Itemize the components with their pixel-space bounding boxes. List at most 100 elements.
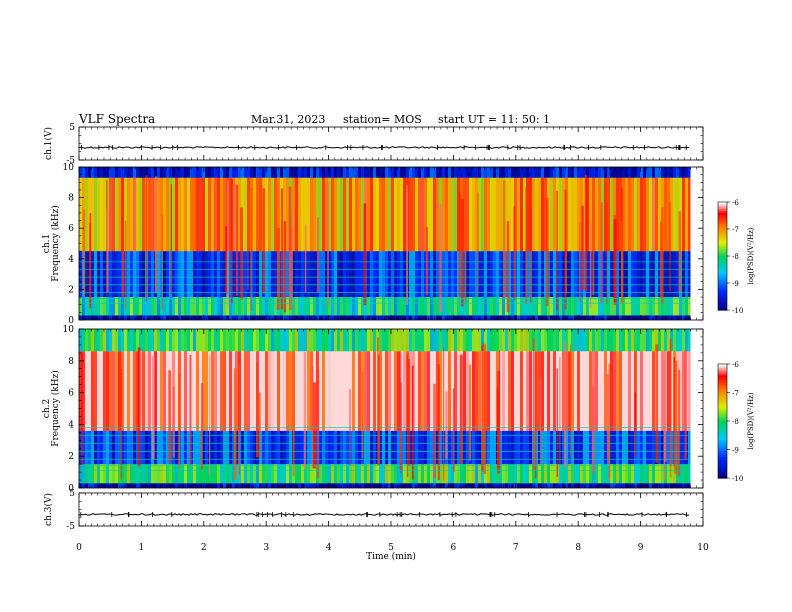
- ch1-spectrogram-cell: [193, 297, 196, 316]
- ch2-spectrogram-colorbar-cell: [718, 405, 727, 409]
- ch2-spectrogram-cell: [406, 483, 409, 488]
- ch2-spectrogram-cell: [514, 351, 517, 431]
- ch1-spectrogram-cell: [649, 251, 652, 298]
- ch2-spectrogram-cell: [370, 483, 373, 488]
- ch1-spectrogram-cell: [532, 297, 535, 316]
- ch1-spectrogram-cell: [394, 315, 397, 320]
- ch2-spectrogram-cell: [166, 483, 169, 488]
- ch2-spectrogram-cell: [469, 329, 472, 352]
- ch2-spectrogram-cell: [475, 329, 478, 352]
- ch2-spectrogram-cell: [631, 329, 634, 352]
- ch2-spectrogram-sferic: [377, 354, 380, 465]
- date-label: Mar.31, 2023: [251, 113, 326, 126]
- ch2-spectrogram-cell: [364, 329, 367, 352]
- ch1-spectrogram-cell: [82, 167, 85, 178]
- ch2-spectrogram-cell: [394, 351, 397, 431]
- ch1-spectrogram-sferic: [283, 221, 286, 313]
- ch2-spectrogram-cell: [658, 329, 661, 352]
- ch2-spectrogram-cell: [148, 464, 151, 484]
- ch2-spectrogram-cell: [586, 329, 589, 352]
- ch2-spectrogram-sferic: [564, 341, 567, 468]
- ch1-spectrogram-cell: [268, 167, 271, 178]
- ch1-spectrogram-blank: [690, 167, 703, 320]
- ch1-spectrogram-cell: [214, 315, 217, 320]
- ch2-spectrogram-cell: [334, 351, 337, 431]
- ch2-spectrogram-cell: [568, 464, 571, 484]
- ch1-spectrogram-cell: [280, 167, 283, 178]
- ch1-spectrogram-cell: [91, 167, 94, 178]
- ch2-spectrogram-cell: [379, 483, 382, 488]
- ch1-spectrogram-cell: [307, 167, 310, 178]
- ch1-spectrogram-cell: [256, 177, 259, 252]
- ch1-spectrogram-cell: [418, 167, 421, 178]
- ch2-spectrogram-cell: [298, 483, 301, 488]
- ch1-spectrogram-cell: [262, 315, 265, 320]
- ch1-spectrogram-cell: [652, 167, 655, 178]
- ch2-spectrogram-cell: [355, 483, 358, 488]
- ch2-spectrogram-cell: [427, 464, 430, 484]
- ch2-spectrogram-cell: [565, 483, 568, 488]
- ch1-spectrogram-cell: [394, 167, 397, 178]
- ch2-spectrogram-cell: [79, 329, 82, 352]
- ch2-spectrogram-cell: [280, 329, 283, 352]
- ch1-spectrogram-cell: [244, 297, 247, 316]
- ch1-spectrogram-cell: [166, 167, 169, 178]
- ch1-spectrogram-cell: [172, 315, 175, 320]
- ch1-spectrogram-cell: [388, 315, 391, 320]
- ch1-spectrogram-colorbar-cell: [718, 290, 727, 293]
- ch1-spectrogram-cell: [604, 167, 607, 178]
- ch2-spectrogram-cell: [298, 351, 301, 431]
- ch1-spectrogram-sferic: [161, 214, 163, 310]
- ch1-spectrogram-cell: [301, 315, 304, 320]
- ch1-spectrogram-cell: [574, 297, 577, 316]
- ch2-spectrogram-cell: [367, 430, 370, 465]
- ch2-spectrogram-cell: [601, 483, 604, 488]
- ch1-spectrogram-cell: [433, 177, 436, 252]
- ch2-spectrogram-cell: [97, 464, 100, 484]
- ch2-spectrogram-cell: [133, 351, 136, 431]
- ch1-spectrogram-cell: [484, 315, 487, 320]
- ch2-spectrogram-cell: [508, 351, 511, 431]
- ch2-spectrogram-cell: [421, 464, 424, 484]
- ch1-spectrogram-cell: [112, 251, 115, 298]
- ch1-spectrogram-cell: [322, 167, 325, 178]
- ch1-spectrogram-cell: [169, 315, 172, 320]
- ch2-spectrogram-cell: [127, 464, 130, 484]
- ch1-spectrogram-cell: [688, 251, 691, 298]
- ch2-spectrogram-cell: [457, 430, 460, 465]
- ch1-spectrogram-cell: [400, 315, 403, 320]
- ch1-spectrogram-cell: [475, 177, 478, 252]
- ch1-spectrogram-cell: [619, 251, 622, 298]
- ch2-spectrogram-cell: [115, 351, 118, 431]
- ch2-spectrogram-cell: [604, 430, 607, 465]
- ch2-spectrogram-sferic: [437, 364, 440, 480]
- ch1-spectrogram-cell: [655, 167, 658, 178]
- ch1-spectrogram-cell: [481, 297, 484, 316]
- ch2-spectrogram-cell: [517, 464, 520, 484]
- ch2-spectrogram-cell: [358, 329, 361, 352]
- ch1-spectrogram-cell: [88, 167, 91, 178]
- y-tick-label: 4: [68, 255, 74, 265]
- ch2-spectrogram-cell: [142, 329, 145, 352]
- ch1-spectrogram-cell: [655, 177, 658, 252]
- ch1-spectrogram-cell: [610, 167, 613, 178]
- ch2-spectrogram-cell: [145, 329, 148, 352]
- ch1-spectrogram-cell: [406, 167, 409, 178]
- ch2-spectrogram-cell: [520, 329, 523, 352]
- ch1-spectrogram-cell: [652, 315, 655, 320]
- ch1-spectrogram-cell: [127, 315, 130, 320]
- ch1-spectrogram-cell: [148, 177, 151, 252]
- ch1-spectrogram-cell: [460, 167, 463, 178]
- ch1-spectrogram-cell: [436, 177, 439, 252]
- ch1-spectrogram-cell: [541, 251, 544, 298]
- ch2-spectrogram-cell: [196, 351, 199, 431]
- ch1-spectrogram-sferic: [513, 206, 516, 301]
- ch1-spectrogram-cell: [217, 167, 220, 178]
- ch2-spectrogram-cell: [628, 483, 631, 488]
- ch2-spectrogram-cell: [163, 464, 166, 484]
- ch2-spectrogram-cell: [682, 430, 685, 465]
- ch1-spectrogram-cell: [646, 297, 649, 316]
- ch1-spectrogram-cell: [154, 315, 157, 320]
- ch2-spectrogram-cell: [184, 464, 187, 484]
- ch1-spectrogram-cell: [667, 251, 670, 298]
